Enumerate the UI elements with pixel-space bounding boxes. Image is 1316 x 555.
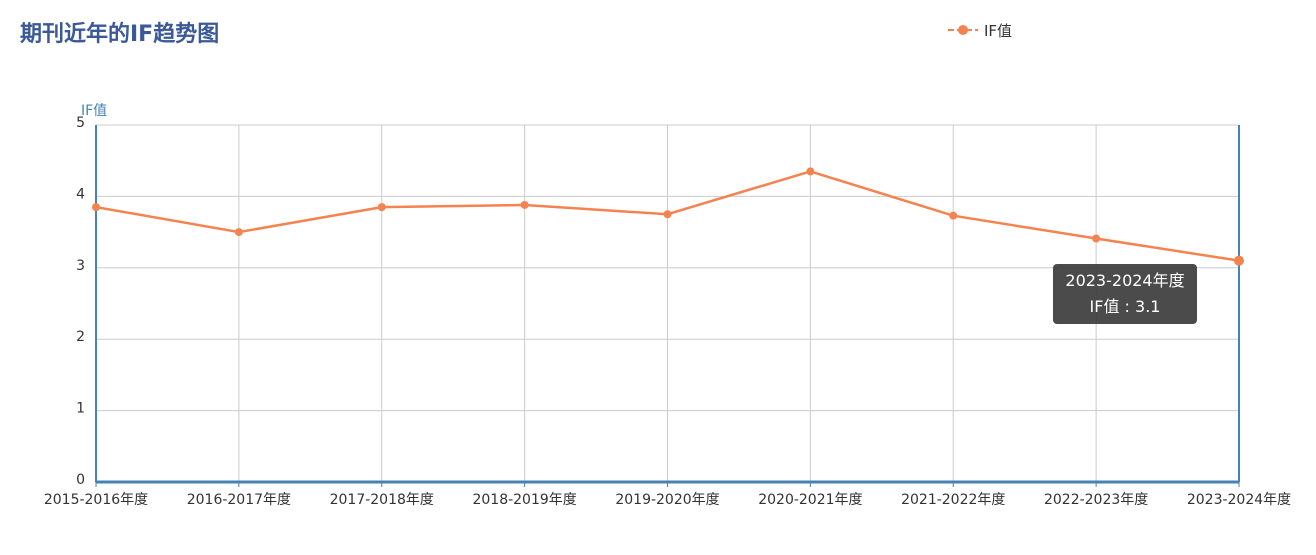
- y-axis-label: IF值: [81, 103, 107, 119]
- tooltip-value: IF值 : 3.1: [1089, 297, 1161, 316]
- legend-label: IF值: [984, 21, 1013, 40]
- data-point[interactable]: [1092, 234, 1101, 243]
- data-point[interactable]: [949, 211, 958, 220]
- x-tick-label: 2017-2018年度: [330, 492, 434, 508]
- tooltip-category: 2023-2024年度: [1065, 271, 1185, 290]
- series-line[interactable]: [92, 167, 1244, 266]
- page-title: 期刊近年的IF趋势图: [20, 22, 220, 47]
- x-tick-label: 2016-2017年度: [187, 492, 291, 508]
- legend[interactable]: IF值: [948, 20, 1012, 40]
- x-tick-label: 2019-2020年度: [615, 492, 719, 508]
- data-point[interactable]: [663, 210, 672, 219]
- data-point[interactable]: [234, 228, 243, 237]
- y-tick-label: 4: [76, 186, 85, 202]
- x-tick-labels: 2015-2016年度 2016-2017年度 2017-2018年度 2018-20…: [44, 492, 1291, 508]
- x-tick-label: 2022-2023年度: [1044, 492, 1148, 508]
- axes: [95, 125, 1240, 487]
- x-tick-label: 2020-2021年度: [758, 492, 862, 508]
- y-tick-label: 2: [76, 329, 85, 345]
- data-point[interactable]: [806, 167, 815, 176]
- y-tick-labels: 0 1 2 3 4 5: [76, 115, 85, 488]
- y-tick-label: 5: [76, 115, 85, 131]
- data-point[interactable]: [1234, 255, 1244, 266]
- tooltip: 2023-2024年度 IF值 : 3.1: [1053, 264, 1197, 324]
- y-tick-label: 1: [76, 401, 85, 417]
- legend-line-marker-icon: [948, 25, 978, 35]
- data-point[interactable]: [377, 203, 386, 212]
- y-tick-label: 0: [76, 472, 85, 488]
- x-tick-label: 2018-2019年度: [472, 492, 576, 508]
- data-point[interactable]: [92, 203, 100, 212]
- data-point[interactable]: [520, 200, 529, 209]
- y-tick-label: 3: [76, 258, 85, 274]
- x-tick-label: 2023-2024年度: [1187, 492, 1291, 508]
- x-tick-label: 2021-2022年度: [901, 492, 1005, 508]
- x-tick-label: 2015-2016年度: [44, 492, 148, 508]
